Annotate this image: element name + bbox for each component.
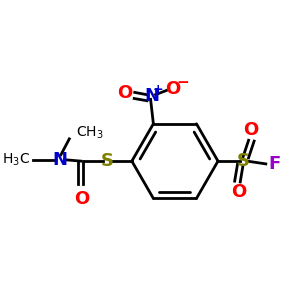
Text: S: S: [236, 152, 250, 170]
Text: O: O: [231, 183, 247, 201]
Text: +: +: [153, 83, 164, 96]
Text: N: N: [52, 151, 67, 169]
Text: CH$_3$: CH$_3$: [76, 124, 103, 141]
Text: O: O: [74, 190, 89, 208]
Text: O: O: [243, 121, 258, 139]
Text: F: F: [268, 155, 280, 173]
Text: O: O: [117, 84, 132, 102]
Text: S: S: [100, 152, 113, 170]
Text: −: −: [177, 75, 190, 90]
Text: O: O: [165, 80, 181, 98]
Text: N: N: [145, 87, 160, 105]
Text: H$_3$C: H$_3$C: [2, 152, 30, 168]
